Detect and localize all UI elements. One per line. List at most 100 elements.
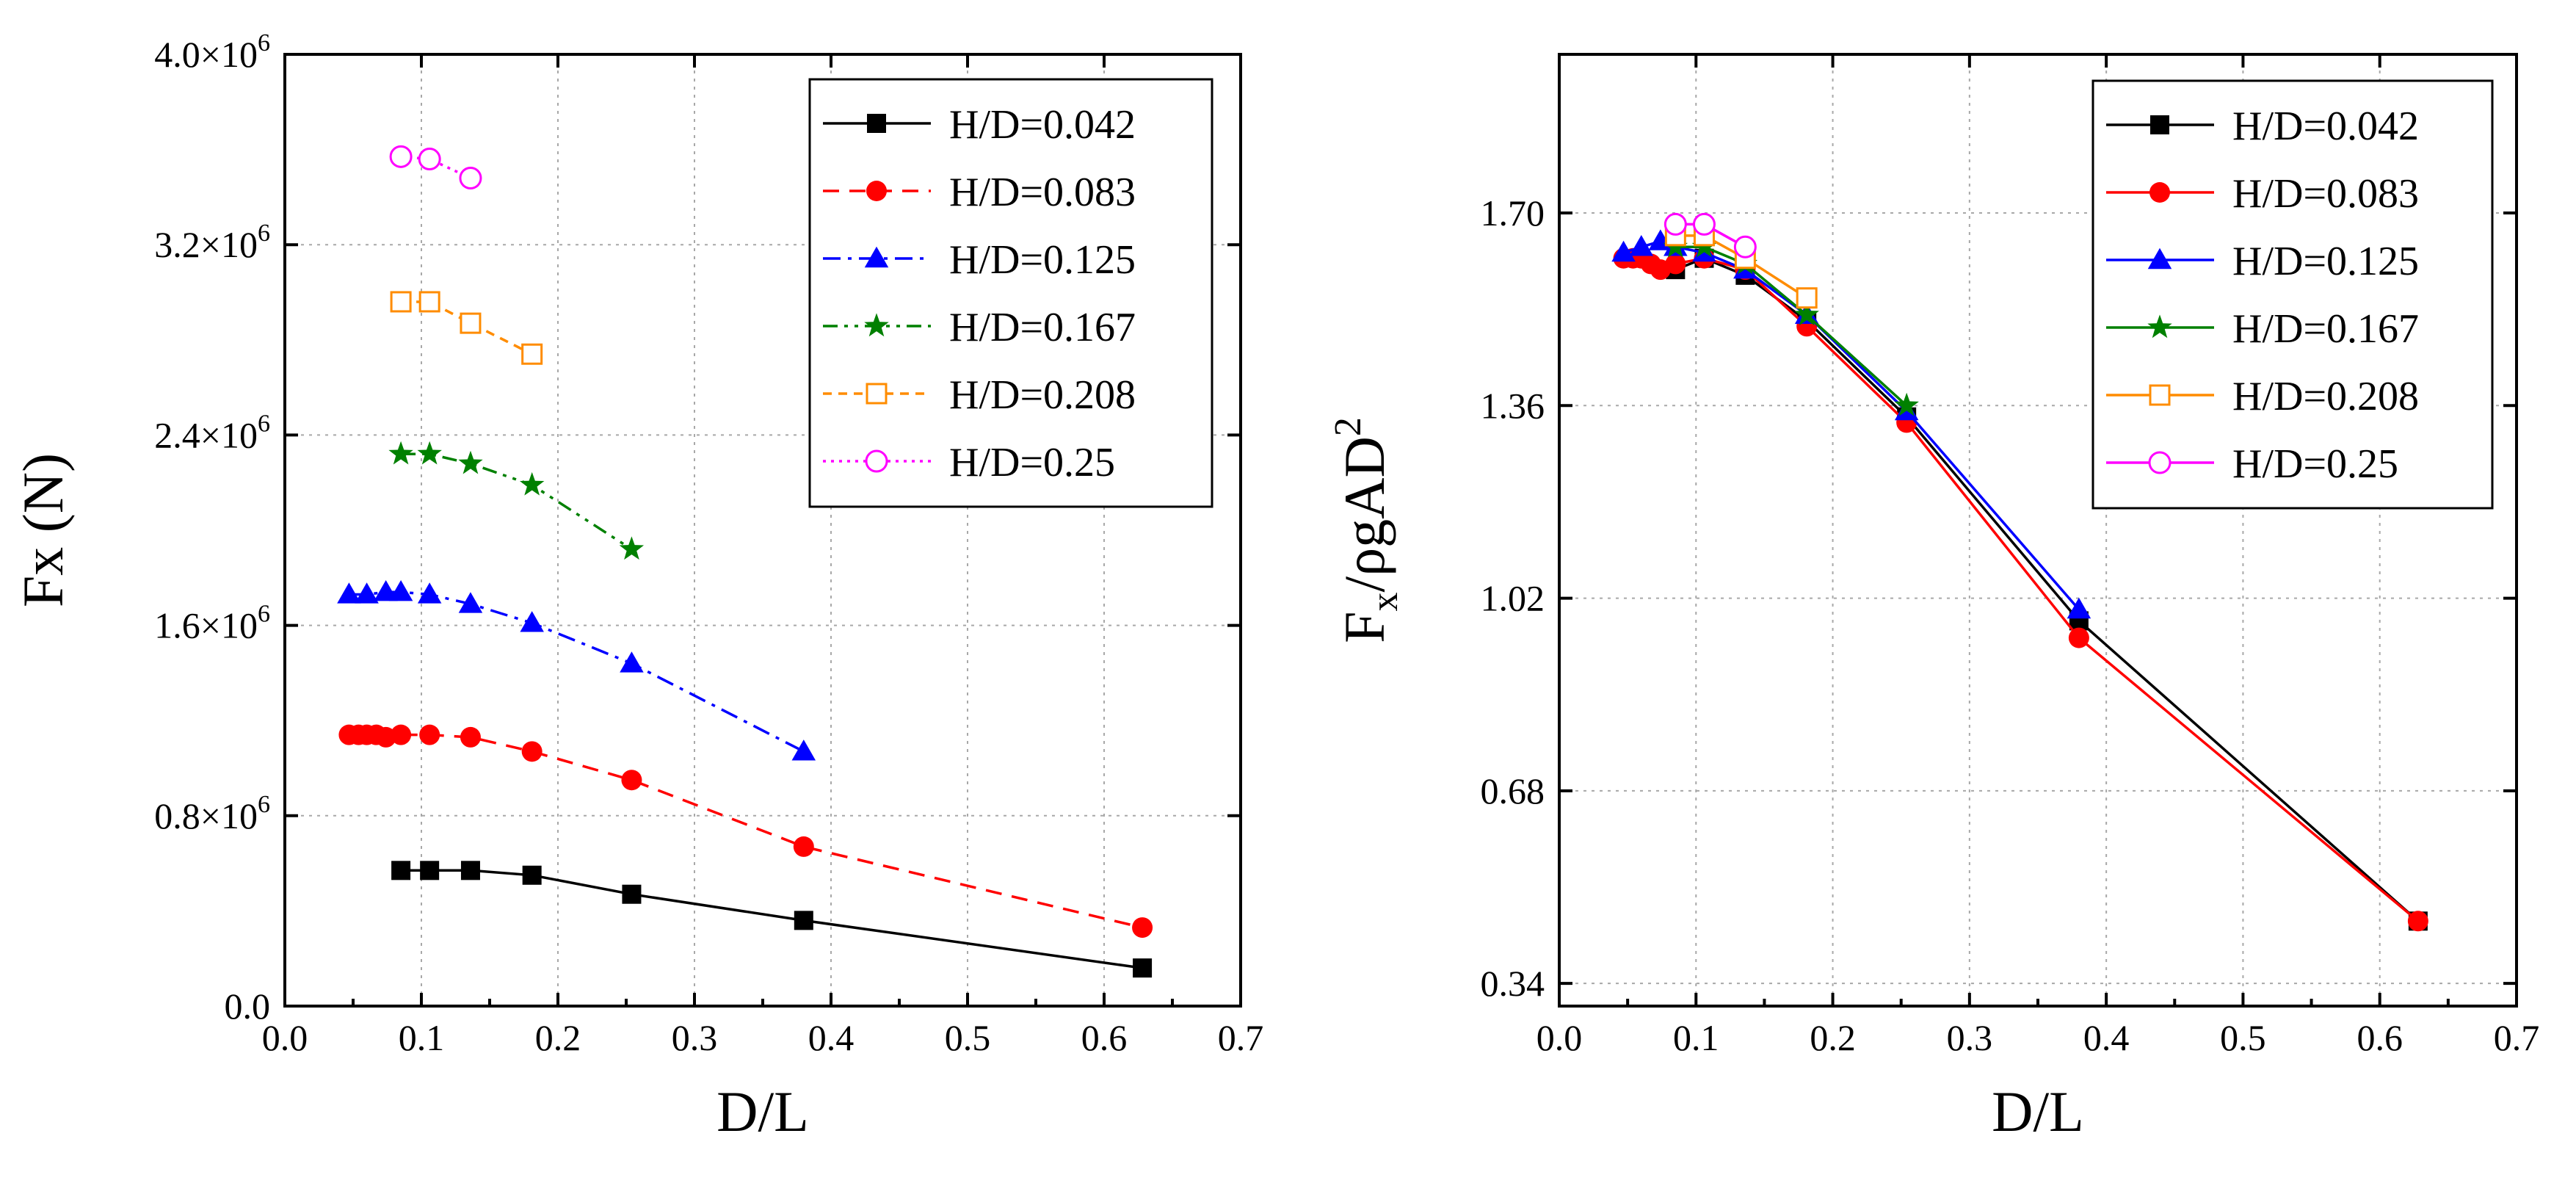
x-tick-label: 0.2 — [1810, 1017, 1856, 1058]
x-tick-label: 0.0 — [262, 1017, 308, 1058]
legend-item: H/D=0.208 — [823, 372, 1136, 418]
data-point — [793, 836, 814, 857]
data-point — [1794, 302, 1819, 326]
y-tick-label: 3.2×106 — [154, 220, 270, 265]
x-tick-label: 0.3 — [1947, 1017, 1993, 1058]
legend-item: H/D=0.083 — [2106, 171, 2419, 217]
legend-box — [2091, 79, 2494, 510]
series-H/D=0.25 — [389, 145, 482, 189]
legend-item: H/D=0.25 — [823, 440, 1115, 485]
legend-item: H/D=0.25 — [2106, 441, 2398, 487]
x-axis-title: D/L — [1992, 1080, 2084, 1143]
legend-marker — [2150, 115, 2169, 134]
series-line — [349, 733, 1143, 929]
x-tick-label: 0.4 — [2083, 1017, 2130, 1058]
legend-label: H/D=0.083 — [2232, 171, 2419, 217]
data-point — [622, 884, 642, 904]
data-point — [1133, 958, 1153, 978]
data-point — [520, 611, 544, 632]
y-axis: 0.0 0.8×106 1.6×106 2.4×106 3.2×106 4.0×106 — [154, 29, 1241, 1027]
data-point — [1665, 253, 1686, 275]
legend-marker — [2148, 451, 2172, 474]
x-tick-label: 0.5 — [2220, 1017, 2266, 1058]
series-line — [401, 300, 533, 355]
data-point — [1629, 235, 1654, 256]
legend-label: H/D=0.167 — [949, 305, 1136, 350]
legend-item: H/D=0.208 — [2106, 374, 2419, 419]
legend-marker — [2147, 247, 2172, 270]
data-point — [520, 471, 545, 496]
legend-marker — [865, 449, 888, 473]
x-tick-label: 0.1 — [1673, 1017, 1719, 1058]
legend-marker — [866, 383, 888, 405]
y-tick-label: 0.0 — [225, 986, 271, 1027]
data-point — [460, 312, 482, 334]
y-tick-label: 1.70 — [1481, 192, 1545, 234]
x-tick-label: 0.7 — [2494, 1017, 2540, 1058]
x-tick-label: 0.3 — [672, 1017, 718, 1058]
legend: H/D=0.042 H/D=0.083 H/D=0.125 H/D=0.167 H/D=… — [808, 78, 1213, 508]
y-axis-title: Fx (N) — [11, 453, 75, 607]
legend-item: H/D=0.167 — [2106, 306, 2419, 352]
data-point — [521, 343, 543, 365]
x-tick-label: 0.2 — [535, 1017, 581, 1058]
y-axis-title: Fx/ρgAD2 — [1327, 417, 1406, 643]
y-tick-label: 4.0×106 — [154, 29, 270, 75]
legend-marker — [2147, 314, 2172, 339]
legend-marker — [864, 313, 889, 337]
data-point — [420, 861, 440, 880]
data-point — [458, 592, 483, 613]
data-point — [388, 579, 413, 601]
legend-label: H/D=0.25 — [2232, 441, 2398, 487]
x-tick-label: 0.5 — [945, 1017, 991, 1058]
data-point — [337, 582, 361, 604]
series-line — [401, 452, 633, 551]
data-point — [417, 441, 442, 465]
y-tick-label: 0.68 — [1481, 770, 1545, 811]
series-line — [349, 590, 805, 753]
x-tick-label: 0.1 — [399, 1017, 445, 1058]
series-H/D=0.042 — [391, 861, 1153, 978]
legend-label: H/D=0.167 — [2232, 306, 2419, 352]
series-line — [1675, 234, 1808, 300]
data-point — [391, 724, 412, 745]
data-point — [521, 741, 543, 762]
data-point — [355, 582, 379, 604]
chart-right: 0.0 0.1 0.2 0.3 0.4 0.5 0.6 0.7 0.34 0.68 1.02 1.36… — [1327, 53, 2540, 1143]
data-point — [619, 536, 645, 560]
series-H/D=0.167 — [388, 441, 645, 560]
data-point — [2068, 627, 2089, 648]
grid — [1559, 54, 2517, 1006]
series-group — [1611, 212, 2428, 932]
legend-item: H/D=0.125 — [2106, 239, 2419, 284]
x-axis: 0.0 0.1 0.2 0.3 0.4 0.5 0.6 0.7 — [262, 54, 1263, 1058]
data-point — [459, 166, 482, 189]
data-point — [1796, 287, 1818, 309]
data-point — [791, 739, 816, 761]
x-axis-title: D/L — [716, 1080, 809, 1143]
legend-marker — [867, 114, 886, 133]
y-axis: 0.34 0.68 1.02 1.36 1.70 — [1481, 192, 2517, 1004]
data-point — [388, 441, 413, 465]
data-point — [1611, 240, 1636, 262]
data-point — [374, 579, 398, 601]
data-point — [460, 861, 480, 880]
data-point — [620, 651, 644, 673]
legend-marker — [864, 246, 889, 268]
legend-label: H/D=0.25 — [949, 440, 1115, 485]
series-H/D=0.25 — [1663, 212, 1757, 258]
legend-label: H/D=0.042 — [949, 102, 1136, 148]
y-tick-label: 1.36 — [1481, 385, 1545, 426]
data-point — [621, 770, 642, 791]
grid — [285, 54, 1241, 1006]
x-axis: 0.0 0.1 0.2 0.3 0.4 0.5 0.6 0.7 — [1536, 54, 2540, 1058]
legend-label: H/D=0.042 — [2232, 104, 2419, 149]
y-tick-label: 2.4×106 — [154, 410, 270, 455]
data-point — [391, 861, 411, 880]
legend-marker — [2149, 384, 2171, 406]
y-tick-label: 0.34 — [1481, 963, 1545, 1004]
data-point — [1692, 212, 1716, 236]
legend-label: H/D=0.083 — [949, 170, 1136, 215]
data-point — [1663, 212, 1687, 236]
